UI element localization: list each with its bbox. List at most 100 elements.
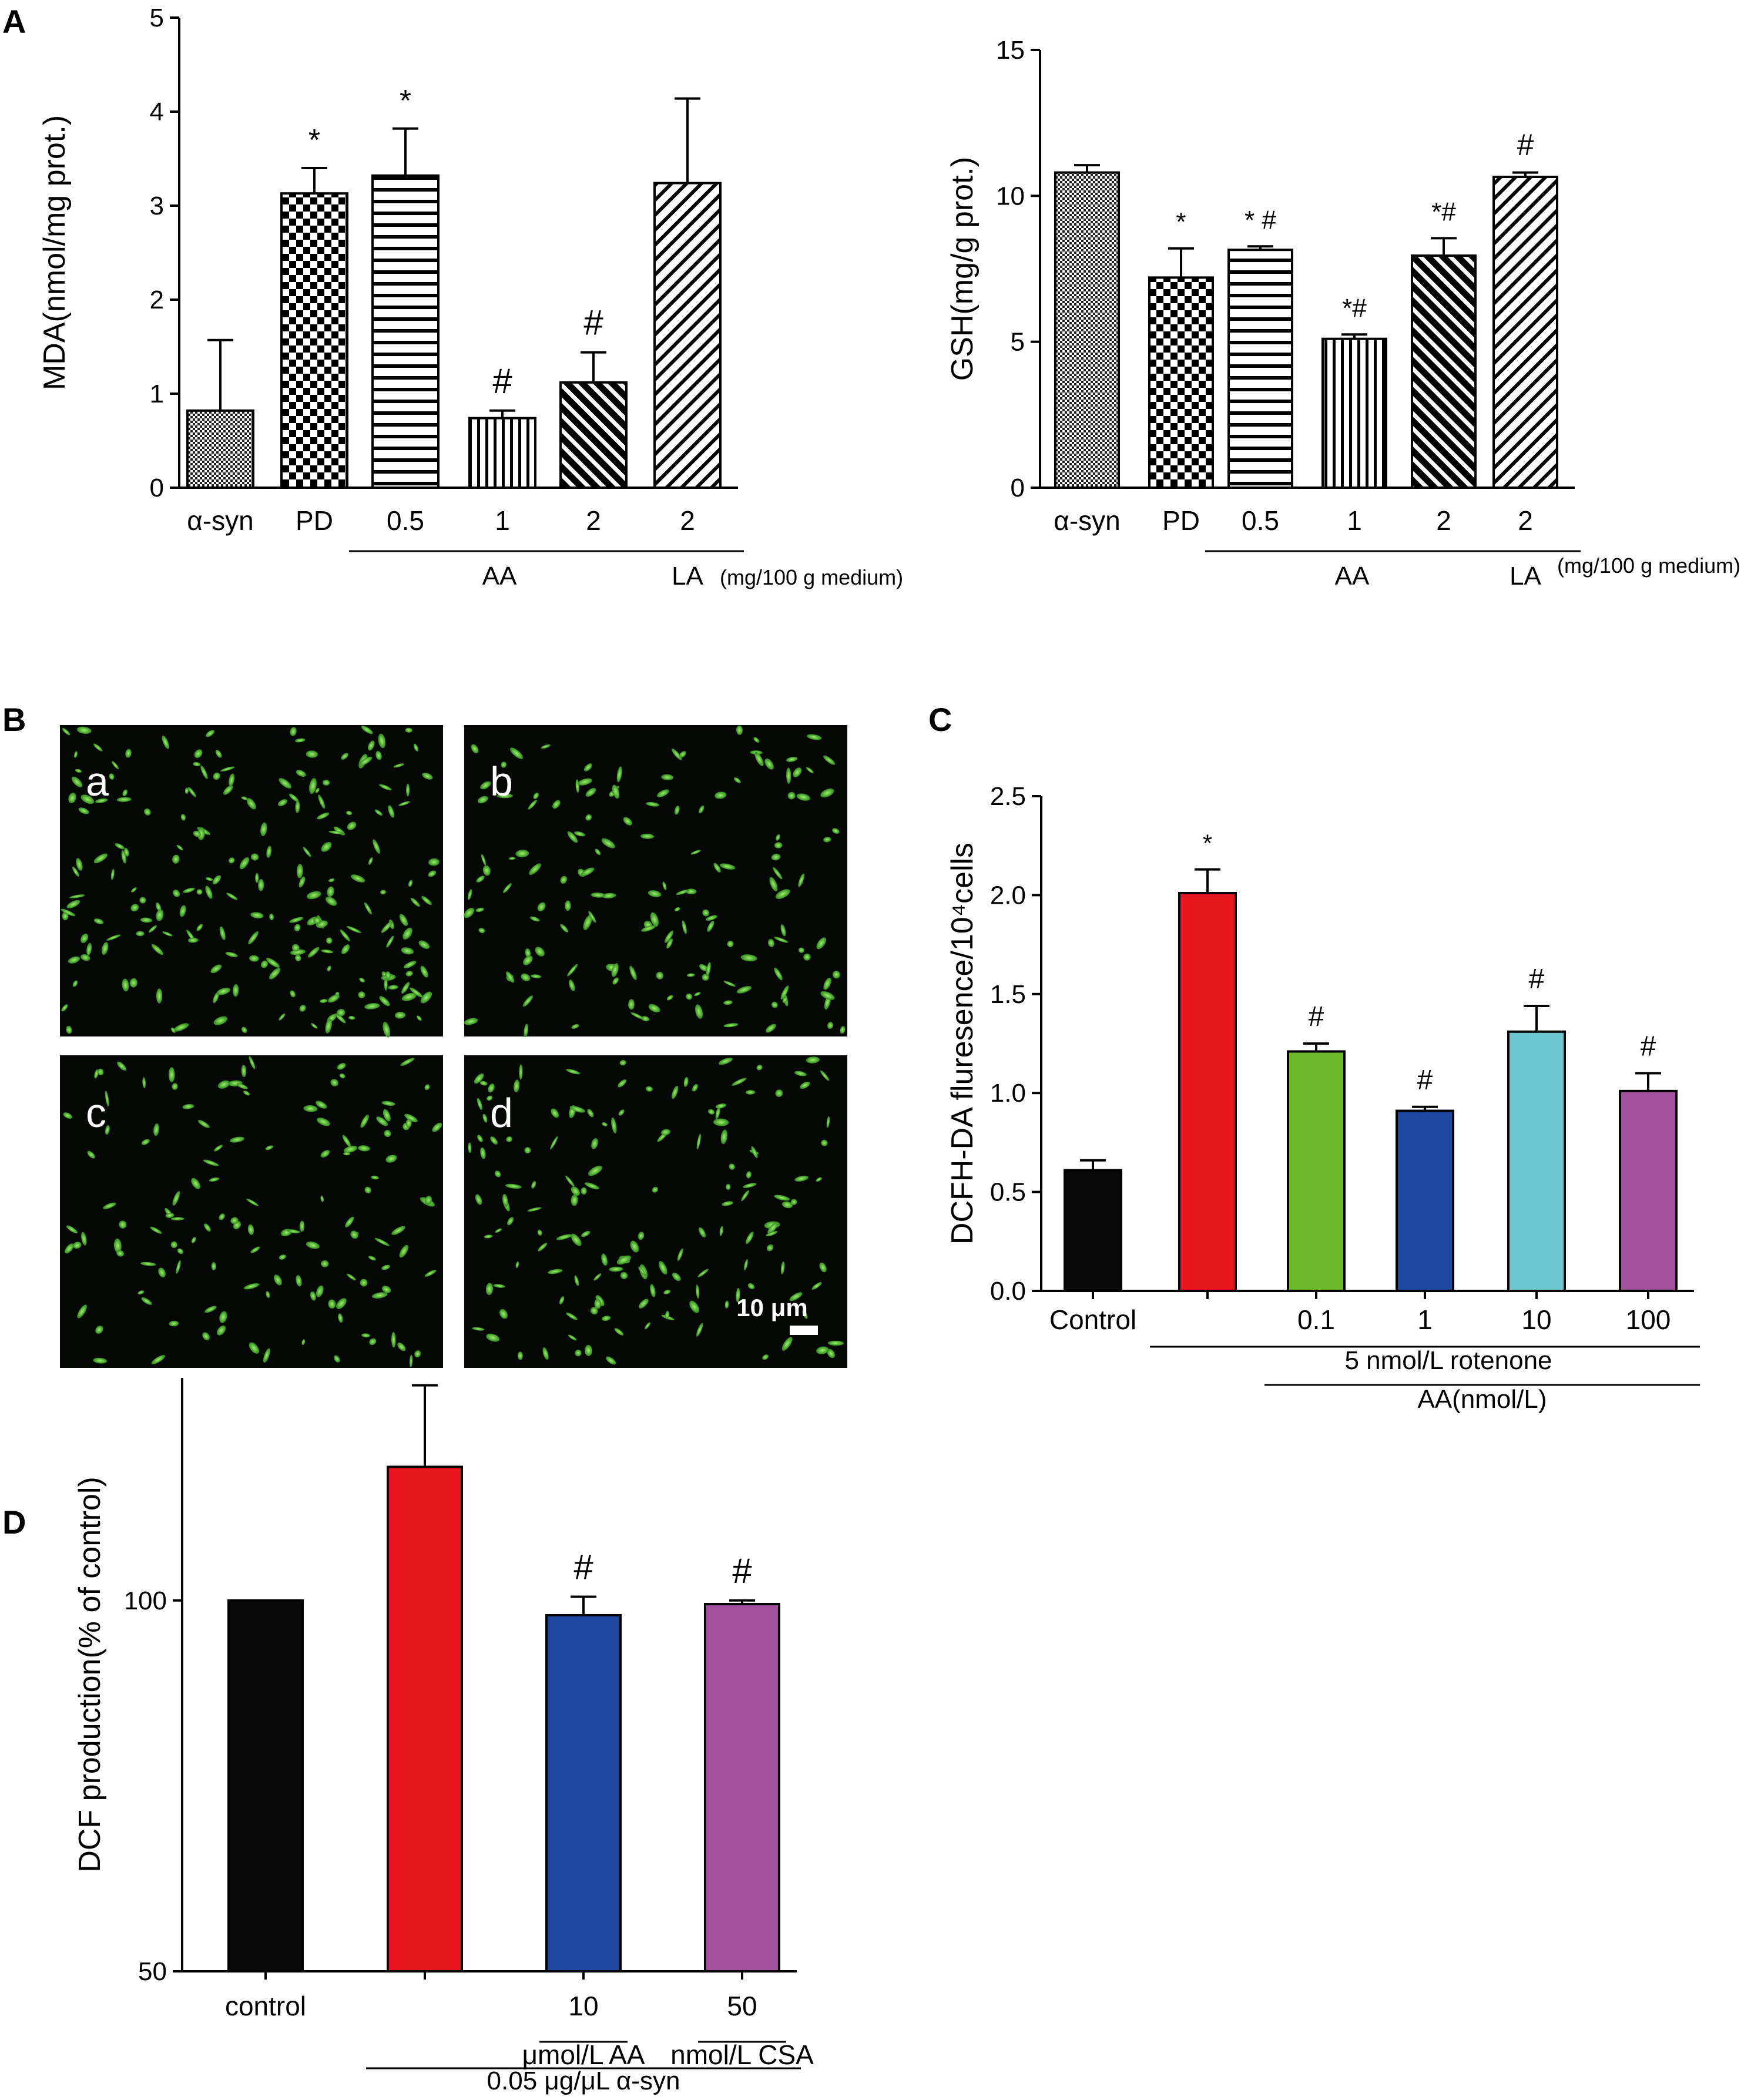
micrograph-c [60, 1055, 443, 1368]
cell [820, 788, 834, 798]
cell [656, 971, 663, 979]
cell [623, 817, 632, 826]
cell [325, 1018, 332, 1034]
cell [401, 947, 414, 955]
cell [477, 1135, 483, 1142]
cell [383, 1022, 391, 1038]
cell [767, 1222, 779, 1234]
cell [68, 956, 80, 964]
cell [743, 1183, 757, 1188]
cell [601, 1316, 611, 1321]
cell [116, 1250, 124, 1257]
cell [119, 1220, 127, 1229]
cell [432, 1122, 442, 1132]
cell [260, 822, 267, 837]
cell [672, 749, 682, 760]
cell [741, 1190, 749, 1202]
cell [736, 725, 743, 735]
dcf-chart: 50 100 DCF production(% of control) control… [73, 1341, 814, 2095]
cell [590, 1307, 598, 1315]
significance-mark: # [1309, 1001, 1324, 1032]
cell [295, 800, 300, 813]
cell [374, 809, 383, 816]
cell [328, 830, 344, 834]
cell [405, 971, 413, 977]
cell [503, 883, 512, 893]
cell [347, 821, 357, 830]
cell [361, 1333, 371, 1338]
cell [93, 1357, 108, 1364]
cell [301, 1339, 306, 1345]
cell [803, 953, 811, 961]
cell [291, 944, 300, 952]
cell [303, 847, 311, 857]
cell [173, 1023, 189, 1032]
cell [766, 1231, 778, 1237]
cell [515, 1261, 519, 1269]
cell [65, 1243, 74, 1254]
cell [380, 890, 386, 895]
cell [113, 1238, 122, 1253]
cell [816, 1346, 829, 1354]
cell [638, 1299, 649, 1309]
cell [697, 1269, 709, 1277]
cell [417, 1015, 422, 1021]
cell [583, 914, 592, 930]
y-tick-label: 0 [1011, 474, 1025, 502]
cell [250, 1246, 260, 1253]
y-tick-label: 3 [150, 192, 164, 220]
x-tick-label: α-syn [1054, 505, 1121, 536]
cell [258, 879, 264, 891]
cell [820, 1070, 830, 1081]
cell [400, 1058, 415, 1066]
cell [340, 929, 350, 941]
cell [255, 873, 259, 883]
significance-mark: # [583, 303, 603, 343]
cell [565, 1175, 575, 1187]
cell [689, 1300, 700, 1313]
cell [339, 1073, 346, 1079]
cell [567, 964, 578, 977]
cell [663, 1289, 671, 1294]
cell [330, 1079, 338, 1086]
cell [661, 774, 674, 780]
cell [574, 831, 585, 837]
cell [172, 1083, 178, 1090]
cell [414, 1350, 421, 1358]
cell [747, 1283, 755, 1290]
y-tick-label: 4 [150, 98, 164, 126]
y-tick-label: 1.5 [990, 980, 1026, 1009]
cell [279, 1013, 286, 1021]
cell [63, 1112, 72, 1119]
cell [732, 1078, 747, 1086]
cell [525, 948, 531, 958]
cell [699, 964, 708, 971]
cell [699, 805, 705, 814]
cell [385, 1155, 397, 1163]
cell [399, 1244, 409, 1258]
cell [798, 947, 804, 953]
x-tick-label: 0.1 [1297, 1304, 1335, 1335]
cell [584, 1182, 599, 1190]
micrograph-label-a: a [86, 759, 109, 804]
cell [482, 865, 491, 876]
cell [531, 1181, 536, 1189]
cell [328, 878, 335, 883]
cell [775, 1089, 783, 1097]
cell [674, 806, 680, 815]
bar [468, 417, 536, 489]
cell [241, 1065, 247, 1078]
cell [646, 801, 660, 807]
cell [477, 1098, 482, 1111]
cell [229, 773, 235, 787]
bar [1619, 1089, 1678, 1293]
y-tick-label: 100 [124, 1586, 167, 1615]
cell [122, 978, 129, 992]
cell [323, 779, 330, 786]
panel-label-b: B [2, 701, 26, 738]
y-tick-label: 1.0 [990, 1079, 1026, 1108]
group-label: AA [482, 562, 517, 591]
cell [556, 1234, 572, 1240]
bar [280, 192, 348, 489]
